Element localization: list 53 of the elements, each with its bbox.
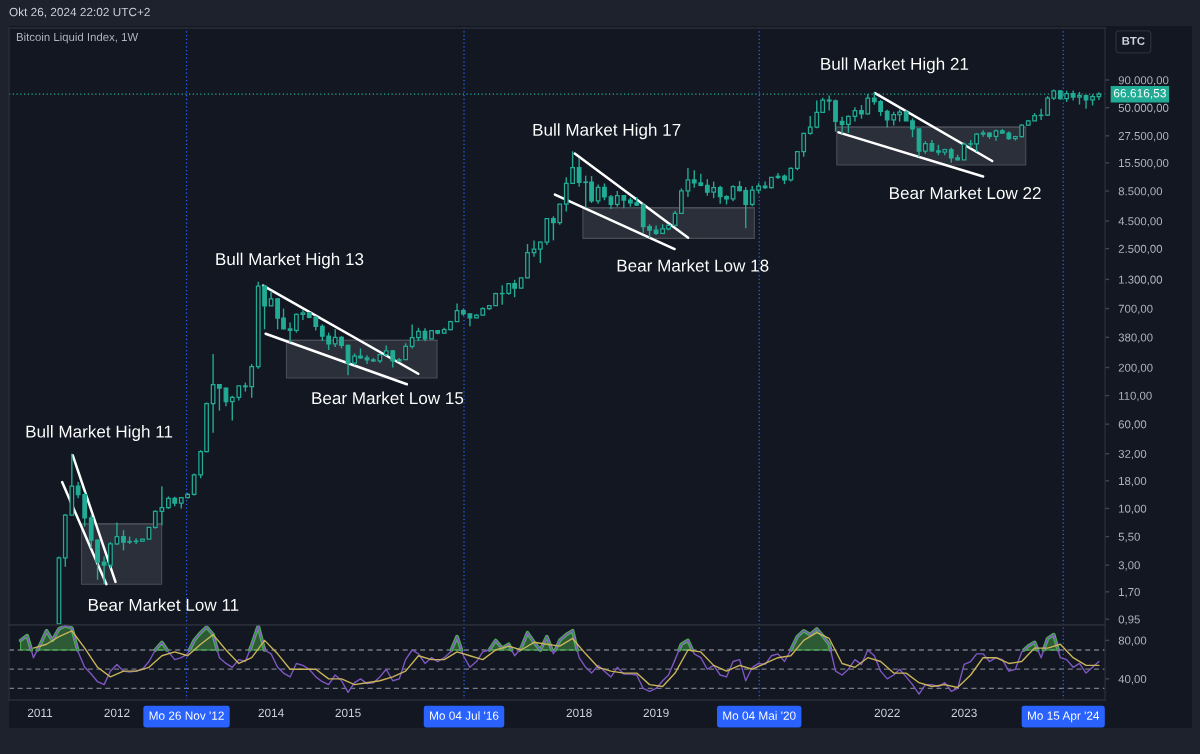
y-tick-label: 0,95 (1118, 615, 1140, 625)
y-tick-label: 50.000,00 (1118, 103, 1169, 114)
y-tick-label: 5,50 (1118, 532, 1140, 543)
y-tick-label: 200,00 (1118, 363, 1153, 374)
candlestick (531, 239, 537, 258)
chart-title: Bitcoin Liquid Index, 1W (16, 32, 139, 44)
line-series (32, 630, 1100, 689)
y-tick-label: 60,00 (1118, 420, 1147, 430)
x-tick-label: 2019 (643, 708, 669, 717)
y-tick-label: 700,00 (1118, 304, 1153, 315)
y-tick-label: 18,00 (1119, 476, 1147, 487)
annotation: Bull Market High 17 (533, 123, 681, 140)
y-tick-label: 110,00 (1119, 391, 1152, 402)
text: Okt 26, 2024 22:02 UTC+2 (9, 7, 150, 18)
candlestick (287, 321, 293, 344)
ref-line-label: 66.616,53 (1113, 88, 1166, 99)
annotation: Bear Market Low 22 (890, 186, 1041, 200)
ref-line-label: Mo 26 Nov '12 (149, 711, 224, 720)
y-tick-label: 4.500,00 (1118, 217, 1163, 227)
y-tick-label: 1,70 (1119, 588, 1140, 598)
x-tick-label: 2015 (335, 708, 361, 717)
annotation: Bull Market High 13 (216, 252, 364, 269)
annotation: Bull Market High 21 (821, 57, 969, 74)
ref-line-label: Mo 15 Apr '24 (1027, 711, 1100, 723)
ref-line-label: Mo 04 Mai '20 (723, 711, 796, 720)
y-tick-label: 3,00 (1118, 561, 1140, 571)
x-tick-label: 2012 (104, 708, 130, 717)
y-tick-label: 10,00 (1119, 504, 1147, 515)
y-tick-label: 2.500,00 (1118, 244, 1163, 255)
candlestick (300, 309, 306, 321)
x-tick-label: 2018 (566, 708, 592, 717)
y-tick-label: 27.500,00 (1118, 132, 1169, 142)
y-tick-label: 15.500,00 (1119, 158, 1169, 169)
y-tick-label: 32,00 (1118, 449, 1147, 460)
annotation: Bear Market Low 11 (88, 598, 239, 611)
candlestick (679, 187, 684, 215)
x-tick-label: 2014 (258, 708, 284, 717)
annotation: Bear Market Low 15 (312, 391, 464, 405)
y-tick-label: 8.500,00 (1118, 187, 1163, 197)
y-tick-label: 1.300,00 (1119, 275, 1163, 286)
ref-line-label: Mo 04 Jul '16 (430, 711, 499, 720)
y-tick-label: 80,00 (1118, 636, 1147, 646)
annotation: Bull Market High 11 (26, 425, 173, 441)
y-axis-title: BTC (1122, 36, 1145, 45)
x-tick-label: 2011 (27, 708, 53, 717)
y-tick-label: 90.000,00 (1118, 76, 1169, 86)
candlestick (114, 521, 120, 546)
x-tick-label: 2022 (874, 708, 900, 717)
x-tick-label: 2023 (951, 708, 977, 717)
y-tick-label: 40,00 (1118, 675, 1147, 685)
annotation: Bear Market Low 18 (617, 259, 769, 272)
line-series (19, 625, 1100, 695)
y-tick-label: 380,00 (1118, 333, 1153, 343)
